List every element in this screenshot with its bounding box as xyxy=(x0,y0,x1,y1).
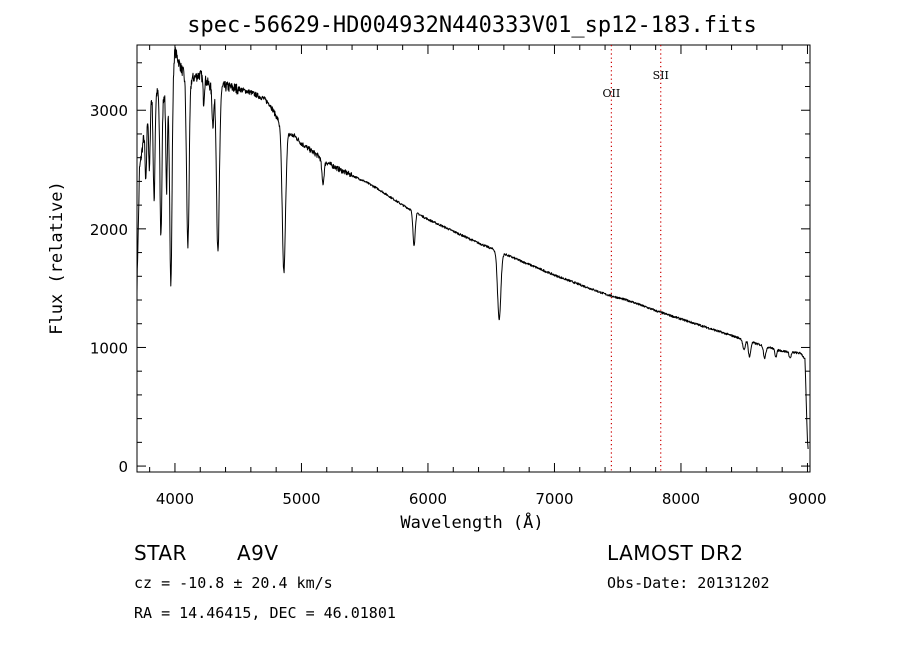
y-tick-label: 1000 xyxy=(90,339,128,357)
y-tick-label: 0 xyxy=(118,458,128,476)
x-axis-label: Wavelength (Å) xyxy=(400,511,543,533)
plot-frame xyxy=(136,44,811,473)
x-tick-label: 8000 xyxy=(662,490,700,508)
y-tick-label: 2000 xyxy=(90,221,128,239)
y-axis-label: Flux (relative) xyxy=(47,181,67,335)
spectral-class: A9V xyxy=(237,541,279,565)
coordinates: RA = 14.46415, DEC = 46.01801 xyxy=(134,604,396,622)
x-tick-label: 6000 xyxy=(409,490,447,508)
x-axis: 4000 5000 6000 7000 8000 9000 xyxy=(149,45,827,508)
series-group xyxy=(136,46,809,450)
chart-title: spec-56629-HD004932N440333V01_sp12-183.f… xyxy=(187,13,757,38)
y-axis: 0 1000 2000 3000 xyxy=(90,62,810,476)
x-tick-label: 5000 xyxy=(282,490,320,508)
marker-label: SII xyxy=(653,69,669,82)
spectrum-line xyxy=(136,46,809,450)
y-tick-label: 3000 xyxy=(90,102,128,120)
line-markers: OII SII xyxy=(603,45,669,472)
x-tick-label: 9000 xyxy=(788,490,826,508)
redshift-value: cz = -10.8 ± 20.4 km/s xyxy=(134,574,333,592)
survey-name: LAMOST DR2 xyxy=(607,541,744,565)
object-type: STAR xyxy=(134,541,187,565)
obs-date: Obs-Date: 20131202 xyxy=(607,574,770,592)
x-tick-label: 7000 xyxy=(535,490,573,508)
x-tick-label: 4000 xyxy=(156,490,194,508)
marker-label: OII xyxy=(603,87,621,100)
